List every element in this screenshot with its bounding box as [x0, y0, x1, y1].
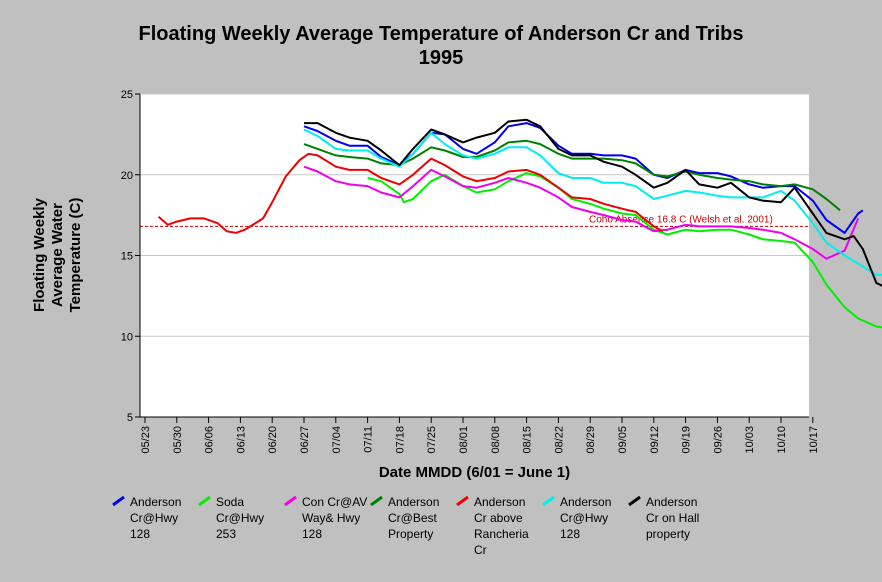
legend-swatch — [112, 496, 125, 506]
x-tick-label: 08/22 — [553, 426, 565, 454]
series-line-6 — [303, 128, 882, 276]
series-line-2 — [367, 172, 882, 329]
y-tick-label: 10 — [121, 331, 133, 343]
y-tick-label: 15 — [121, 251, 133, 263]
legend-swatch — [542, 496, 555, 506]
x-tick-label: 08/01 — [458, 426, 470, 454]
series-line-3 — [303, 165, 860, 260]
x-tick-label: 10/10 — [776, 426, 788, 454]
legend-swatch — [456, 496, 469, 506]
x-tick-label: 05/30 — [172, 426, 184, 454]
x-axis-label: Date MMDD (6/01 = June 1) — [378, 464, 571, 481]
x-tick-label: 06/27 — [299, 426, 311, 454]
legend: Anderson Cr@Hwy 128 Soda Cr@Hwy 253 Con Cr… — [112, 494, 732, 557]
x-tick-label: 07/18 — [394, 426, 406, 454]
series-line-5 — [157, 152, 664, 234]
x-tick-label: 06/13 — [235, 426, 247, 454]
x-tick-label: 10/03 — [744, 426, 756, 454]
x-tick-label: 10/17 — [808, 426, 820, 454]
x-tick-label: 09/05 — [617, 426, 629, 454]
legend-label: Anderson Cr@Hwy 128 — [130, 495, 182, 541]
legend-label: Con Cr@AV Way& Hwy 128 — [302, 495, 368, 541]
legend-label: Anderson Cr@Best Property — [388, 495, 440, 541]
x-tick-label: 06/20 — [267, 426, 279, 454]
chart-title: Floating Weekly Average Temperature of A… — [0, 22, 882, 70]
legend-swatch — [628, 496, 641, 506]
legend-label: Anderson Cr on Hall property — [646, 495, 700, 541]
x-tick-label: 08/08 — [490, 426, 502, 454]
x-tick-label: 05/23 — [140, 426, 152, 454]
legend-swatch — [198, 496, 211, 506]
y-tick-label: 5 — [127, 412, 133, 424]
x-tick-label: 08/29 — [585, 426, 597, 454]
y-tick-label: 20 — [121, 170, 133, 182]
chart-title-line-1: Floating Weekly Average Temperature of A… — [138, 23, 744, 45]
x-tick-label: 09/19 — [681, 426, 693, 454]
series-line-7 — [304, 118, 882, 287]
x-tick-label: 07/04 — [331, 426, 343, 454]
x-tick-label: 07/25 — [426, 426, 438, 454]
x-tick-label: 08/15 — [522, 426, 534, 454]
legend-label: Anderson Cr above Rancheria Cr — [474, 495, 529, 557]
legend-label: Soda Cr@Hwy 253 — [216, 495, 265, 541]
legend-swatch — [284, 496, 297, 506]
legend-swatch — [370, 496, 383, 506]
y-tick-label: 25 — [121, 89, 133, 101]
x-tick-label: 07/11 — [363, 426, 375, 453]
x-tick-label: 09/12 — [649, 426, 661, 454]
x-tick-label: 09/26 — [712, 426, 724, 454]
reference-line-label: Coho Absence 16.8 C (Welsh et al. 2001) — [589, 214, 773, 225]
legend-label: Anderson Cr@Hwy 128 — [560, 495, 612, 541]
chart-title-line-2: 1995 — [418, 47, 464, 69]
x-tick-label: 06/06 — [204, 426, 216, 454]
